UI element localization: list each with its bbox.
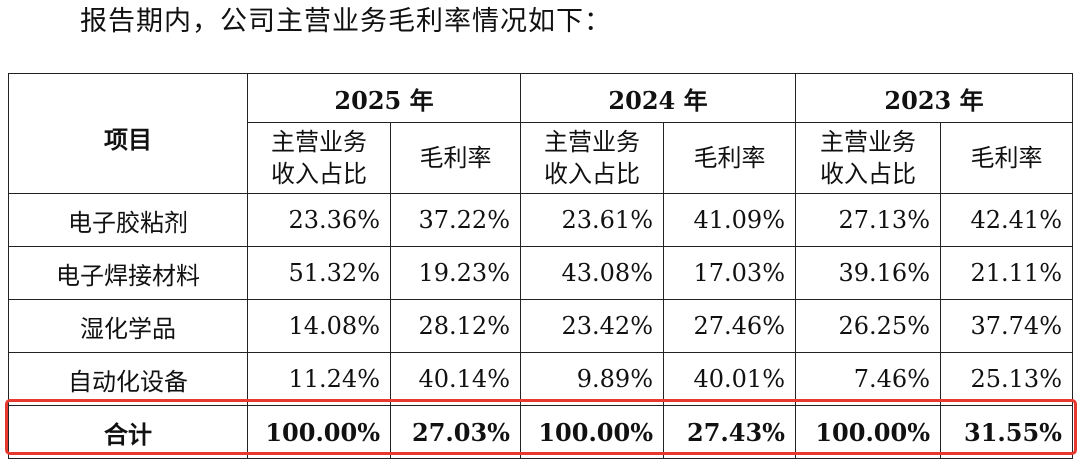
gross-margin-table: 项目 2025 年 2024 年 2023 年 主营业务 收入占比 毛利率 主营业… — [8, 73, 1073, 459]
year-header-row: 项目 2025 年 2024 年 2023 年 — [8, 73, 1073, 194]
revenue-share-header: 主营业务 收入占比 — [247, 122, 391, 194]
table-cell: 21.11% — [940, 246, 1073, 300]
revenue-share-header: 主营业务 收入占比 — [520, 122, 664, 194]
table-cell: 27.13% — [795, 193, 941, 247]
table-cell: 42.41% — [940, 193, 1073, 247]
table-cell: 17.03% — [663, 246, 796, 300]
table-cell: 23.36% — [247, 193, 391, 247]
year-header-2025: 2025 年 — [247, 73, 521, 123]
gross-margin-header: 毛利率 — [663, 122, 796, 194]
table-row: 自动化设备 11.24% 40.14% 9.89% 40.01% 7.46% 2… — [8, 352, 1073, 406]
total-cell: 100.00% — [795, 405, 941, 459]
item-header: 项目 — [8, 73, 248, 194]
table-cell: 19.23% — [390, 246, 521, 300]
table-row: 电子胶粘剂 23.36% 37.22% 23.61% 41.09% 27.13%… — [8, 193, 1073, 247]
table-cell: 37.74% — [940, 299, 1073, 353]
table-cell: 23.42% — [520, 299, 664, 353]
row-label: 自动化设备 — [8, 352, 248, 406]
total-cell: 27.43% — [663, 405, 796, 459]
gross-margin-header: 毛利率 — [390, 122, 521, 194]
total-label: 合计 — [8, 405, 248, 459]
table-cell: 51.32% — [247, 246, 391, 300]
total-cell: 100.00% — [247, 405, 391, 459]
total-row: 合计 100.00% 27.03% 100.00% 27.43% 100.00%… — [8, 405, 1073, 459]
row-label: 电子胶粘剂 — [8, 193, 248, 247]
table-cell: 25.13% — [940, 352, 1073, 406]
sub-header-row: 主营业务 收入占比 毛利率 主营业务 收入占比 毛利率 主营业务 收入占比 毛利率 — [9, 122, 1073, 194]
row-label: 电子焊接材料 — [8, 246, 248, 300]
table-cell: 23.61% — [520, 193, 664, 247]
total-cell: 100.00% — [520, 405, 664, 459]
table-cell: 41.09% — [663, 193, 796, 247]
year-header-2024: 2024 年 — [520, 73, 796, 123]
table-cell: 40.14% — [390, 352, 521, 406]
table-cell: 26.25% — [795, 299, 941, 353]
table-cell: 39.16% — [795, 246, 941, 300]
table-cell: 43.08% — [520, 246, 664, 300]
table-row: 湿化学品 14.08% 28.12% 23.42% 27.46% 26.25% … — [8, 299, 1073, 353]
year-header-2023: 2023 年 — [795, 73, 1073, 123]
table-cell: 37.22% — [390, 193, 521, 247]
gross-margin-header: 毛利率 — [940, 122, 1073, 194]
table-cell: 9.89% — [520, 352, 664, 406]
total-cell: 31.55% — [940, 405, 1073, 459]
table-cell: 14.08% — [247, 299, 391, 353]
row-label: 湿化学品 — [8, 299, 248, 353]
total-cell: 27.03% — [390, 405, 521, 459]
table-cell: 7.46% — [795, 352, 941, 406]
table-row: 电子焊接材料 51.32% 19.23% 43.08% 17.03% 39.16… — [8, 246, 1073, 300]
revenue-share-header: 主营业务 收入占比 — [795, 122, 941, 194]
table-cell: 27.46% — [663, 299, 796, 353]
table-cell: 28.12% — [390, 299, 521, 353]
table-cell: 40.01% — [663, 352, 796, 406]
intro-text: 报告期内，公司主营业务毛利率情况如下： — [80, 6, 612, 37]
table-cell: 11.24% — [247, 352, 391, 406]
